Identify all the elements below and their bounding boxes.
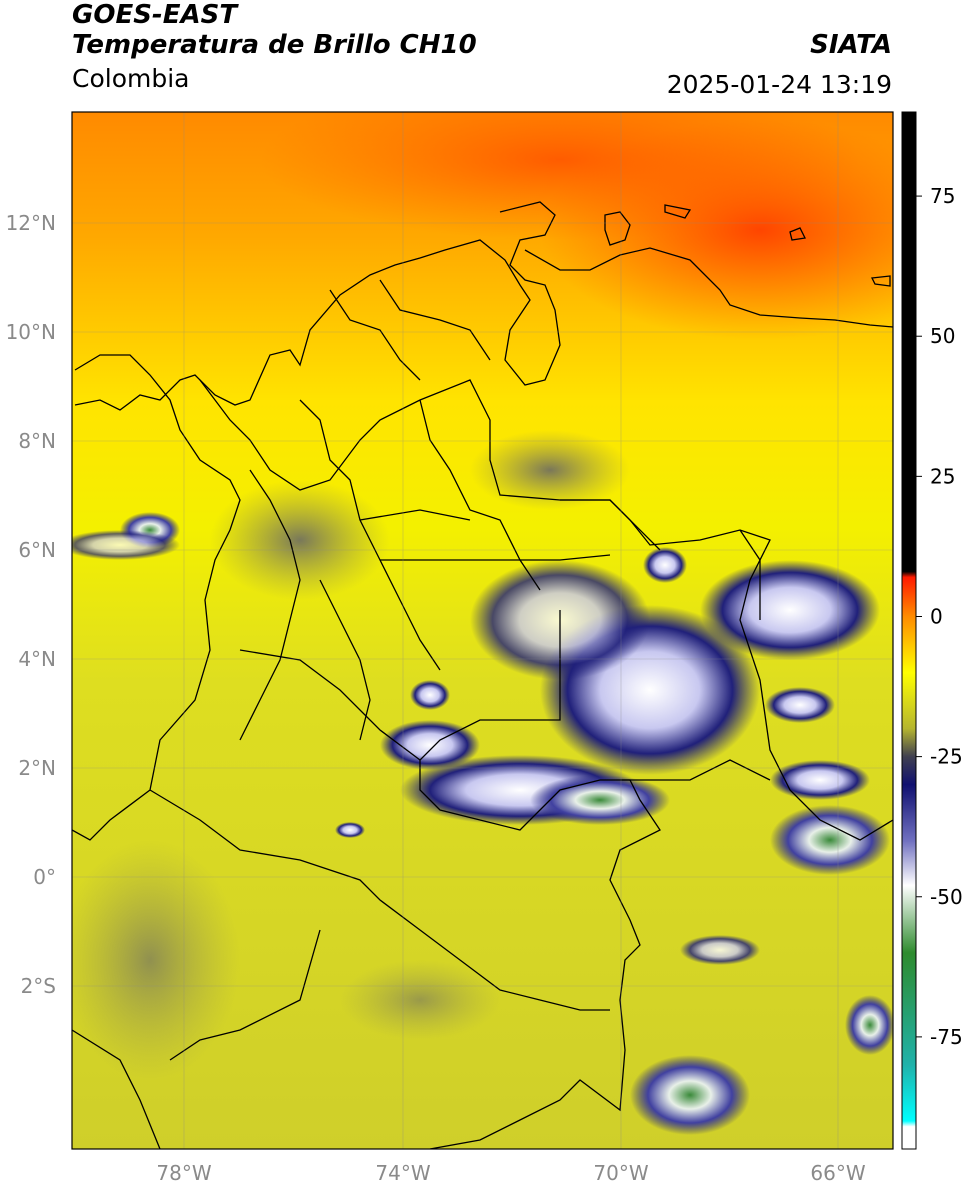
colorbar-tick-label: 75 <box>930 184 955 208</box>
colorbar-tick-label: 50 <box>930 324 955 348</box>
lon-label: 74°W <box>375 1161 430 1185</box>
lat-label: 4°N <box>18 647 56 671</box>
colorbar-tick-label: 25 <box>930 464 955 488</box>
lat-label: 10°N <box>6 320 56 344</box>
lat-label: 0° <box>33 865 56 889</box>
lat-label: 12°N <box>6 211 56 235</box>
longitude-labels: 78°W 74°W 70°W 66°W <box>156 1161 865 1185</box>
colorbar-scale <box>901 111 917 1150</box>
colorbar-tick-label: -50 <box>930 885 963 909</box>
colorbar-tick-label: -75 <box>930 1025 963 1049</box>
lat-label: 8°N <box>18 429 56 453</box>
colorbar: 75 50 25 0 -25 -50 -75 <box>901 111 963 1150</box>
lon-label: 78°W <box>156 1161 211 1185</box>
organization-label: SIATA <box>810 30 892 60</box>
satellite-imagery <box>72 112 893 1149</box>
colorbar-tick-label: -25 <box>930 745 963 769</box>
colorbar-ticks: 75 50 25 0 -25 -50 -75 <box>916 184 963 1049</box>
satellite-title: GOES-EAST <box>72 0 238 30</box>
lon-label: 66°W <box>810 1161 865 1185</box>
coastlines-and-borders <box>72 201 893 1149</box>
lat-label: 2°N <box>18 756 56 780</box>
colorbar-tick-label: 0 <box>930 604 943 628</box>
latitude-labels: 12°N 10°N 8°N 6°N 4°N 2°N 0° 2°S <box>6 211 56 998</box>
lat-label: 6°N <box>18 538 56 562</box>
title-block: GOES-EAST Temperatura de Brillo CH10 Col… <box>72 0 477 96</box>
region-label: Colombia <box>72 64 190 93</box>
lat-label: 2°S <box>21 974 56 998</box>
map-frame <box>71 111 894 1150</box>
timestamp-label: 2025-01-24 13:19 <box>666 70 892 99</box>
product-title: Temperatura de Brillo CH10 <box>72 30 477 60</box>
graticule <box>72 112 893 1149</box>
lon-label: 70°W <box>593 1161 648 1185</box>
